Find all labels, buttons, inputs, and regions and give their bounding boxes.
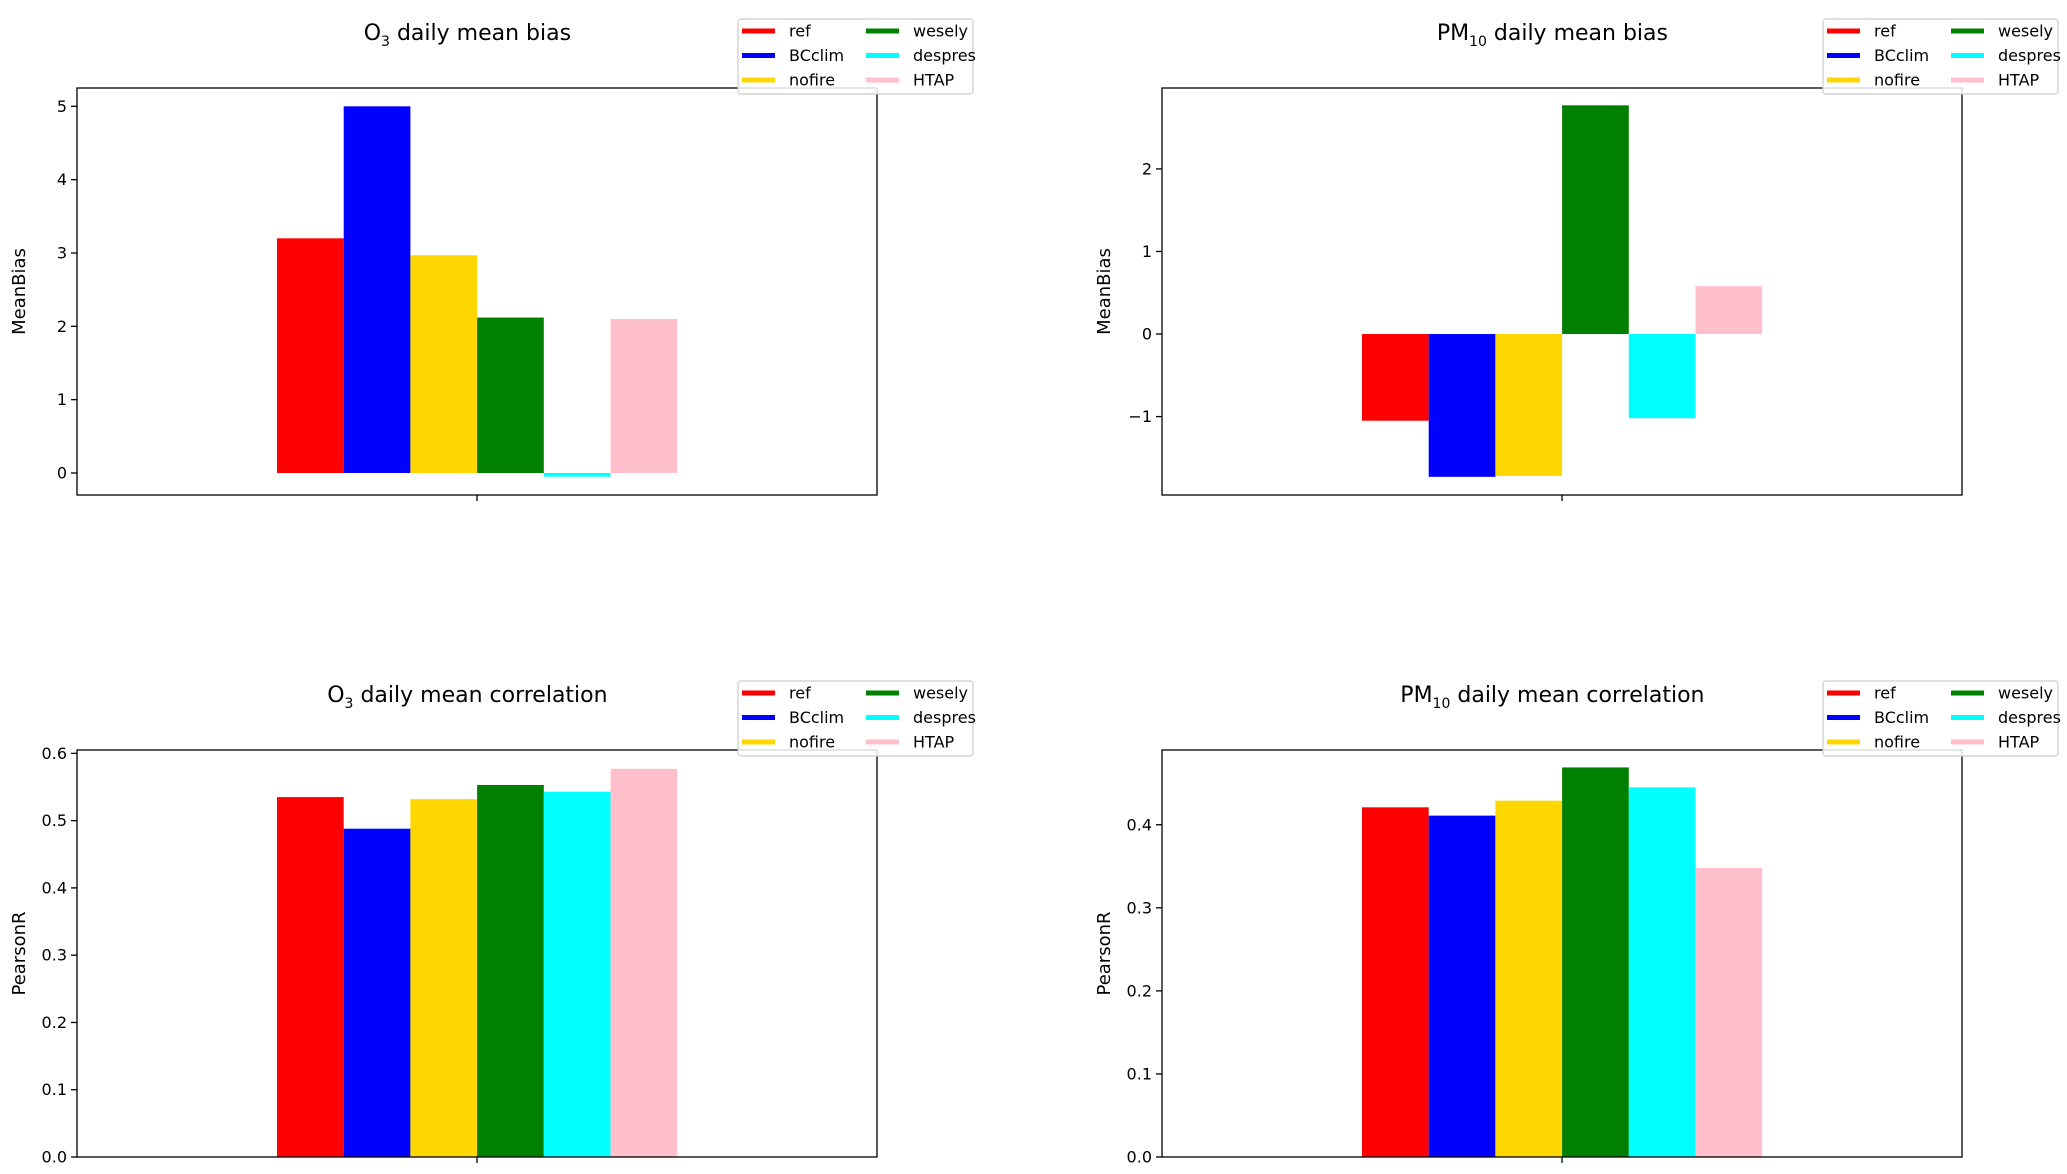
bar-despres: [1628, 334, 1696, 419]
legend-label-wesely: wesely: [1998, 684, 2053, 703]
bar-BCclim: [343, 828, 411, 1157]
legend: ref BCclim nofire wesely despres HTAP: [1822, 680, 2061, 757]
legend-label-wesely: wesely: [913, 22, 968, 41]
bar-BCclim: [1428, 815, 1496, 1157]
bar-HTAP: [1695, 867, 1763, 1157]
legend-label-BCclim: BCclim: [789, 708, 844, 727]
legend-label-HTAP: HTAP: [913, 733, 955, 752]
y-tick-label: 1: [1142, 242, 1152, 261]
y-tick-label: 1: [57, 390, 67, 409]
bar-ref: [277, 797, 344, 1157]
bar-BCclim: [343, 106, 411, 473]
y-tick-label: 0: [57, 464, 67, 483]
legend-label-despres: despres: [913, 46, 976, 65]
y-axis-label: PearsonR: [9, 911, 30, 995]
chart-title: PM10 daily mean correlation: [1400, 683, 1704, 712]
legend-label-HTAP: HTAP: [1998, 71, 2040, 90]
legend: ref BCclim nofire wesely despres HTAP: [737, 18, 976, 95]
y-tick-label: 0.4: [1127, 815, 1152, 834]
chart-title: O3 daily mean bias: [364, 21, 571, 50]
y-tick-label: 0: [1142, 325, 1152, 344]
bar-ref: [1362, 334, 1429, 421]
legend-label-despres: despres: [913, 708, 976, 727]
legend-label-HTAP: HTAP: [1998, 733, 2040, 752]
bar-ref: [277, 238, 344, 473]
legend-label-nofire: nofire: [1874, 71, 1920, 90]
legend: ref BCclim nofire wesely despres HTAP: [1822, 18, 2061, 95]
legend-label-nofire: nofire: [789, 71, 835, 90]
y-tick-label: 5: [57, 97, 67, 116]
legend-label-despres: despres: [1998, 708, 2061, 727]
bar-despres: [543, 791, 611, 1157]
y-tick-label: 3: [57, 244, 67, 263]
legend-label-nofire: nofire: [789, 733, 835, 752]
legend-box: [1822, 680, 2059, 757]
legend-label-ref: ref: [789, 22, 811, 41]
legend-label-BCclim: BCclim: [1874, 708, 1929, 727]
bar-HTAP: [1695, 286, 1763, 335]
legend-box: [737, 680, 974, 757]
y-axis-label: PearsonR: [1094, 911, 1115, 995]
legend-box: [1822, 18, 2059, 95]
bar-wesely: [477, 317, 544, 473]
legend-label-wesely: wesely: [913, 684, 968, 703]
bar-wesely: [477, 784, 544, 1157]
y-tick-label: 0.4: [42, 878, 67, 897]
y-tick-label: 0.0: [1127, 1148, 1152, 1167]
bar-wesely: [1562, 767, 1629, 1157]
chart-panel-1: 0 1 2 3 4 5 MeanBias O3 daily mean bias ref BCcli…: [9, 18, 976, 501]
y-tick-label: −1: [1128, 407, 1152, 426]
y-tick-label: 0.5: [42, 811, 67, 830]
chart-title: O3 daily mean correlation: [327, 683, 607, 712]
y-tick-label: 0.1: [42, 1080, 67, 1099]
y-tick-label: 0.0: [42, 1148, 67, 1167]
legend-label-ref: ref: [1874, 684, 1896, 703]
bar-despres: [1628, 787, 1696, 1157]
legend-label-BCclim: BCclim: [789, 46, 844, 65]
bar-nofire: [1495, 334, 1563, 477]
y-tick-label: 2: [1142, 159, 1152, 178]
bar-wesely: [1562, 105, 1629, 335]
bar-nofire: [1495, 800, 1563, 1157]
bar-HTAP: [610, 768, 678, 1157]
chart-panel-2: −1 0 1 2 MeanBias PM10 daily mean bias ref BCcl…: [1094, 18, 2061, 501]
y-axis-label: MeanBias: [9, 248, 30, 335]
y-tick-label: 0.2: [1127, 981, 1152, 1000]
y-tick-label: 0.1: [1127, 1064, 1152, 1083]
y-tick-label: 4: [57, 170, 67, 189]
legend-label-wesely: wesely: [1998, 22, 2053, 41]
chart-panel-4: 0.0 0.1 0.2 0.3 0.4 PearsonR PM10 daily mean c…: [1094, 680, 2061, 1167]
bar-HTAP: [610, 319, 678, 473]
bar-nofire: [410, 255, 478, 473]
bar-nofire: [410, 799, 478, 1157]
bar-despres: [543, 473, 611, 477]
legend-label-despres: despres: [1998, 46, 2061, 65]
legend-label-BCclim: BCclim: [1874, 46, 1929, 65]
legend-label-ref: ref: [789, 684, 811, 703]
y-tick-label: 2: [57, 317, 67, 336]
y-axis-label: MeanBias: [1094, 248, 1115, 335]
y-tick-label: 0.2: [42, 1013, 67, 1032]
y-tick-label: 0.3: [42, 946, 67, 965]
chart-panel-3: 0.0 0.1 0.2 0.3 0.4 0.5 0.6 PearsonR O3 daily me…: [9, 680, 976, 1167]
legend-box: [737, 18, 974, 95]
legend-label-nofire: nofire: [1874, 733, 1920, 752]
y-tick-label: 0.3: [1127, 898, 1152, 917]
bar-BCclim: [1428, 334, 1496, 477]
legend-label-HTAP: HTAP: [913, 71, 955, 90]
y-tick-label: 0.6: [42, 744, 67, 763]
legend-label-ref: ref: [1874, 22, 1896, 41]
chart-title: PM10 daily mean bias: [1437, 21, 1668, 50]
bar-ref: [1362, 807, 1429, 1157]
legend: ref BCclim nofire wesely despres HTAP: [737, 680, 976, 757]
